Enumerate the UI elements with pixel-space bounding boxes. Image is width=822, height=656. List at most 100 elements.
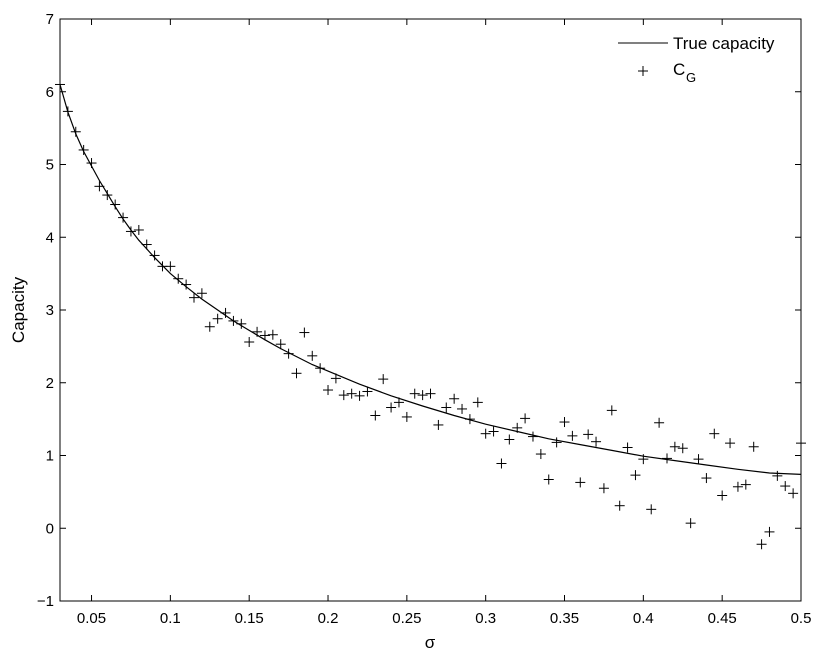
y-tick-label: 1 bbox=[46, 448, 54, 465]
cg-point bbox=[86, 158, 97, 169]
cg-point bbox=[591, 436, 602, 447]
legend-label-cg: C bbox=[673, 60, 685, 79]
cg-point bbox=[520, 413, 531, 424]
cg-point bbox=[393, 397, 404, 408]
cg-point bbox=[512, 422, 523, 433]
y-tick-label: 4 bbox=[46, 229, 54, 246]
cg-point bbox=[748, 441, 759, 452]
cg-point bbox=[654, 417, 665, 428]
cg-point bbox=[323, 385, 334, 396]
cg-point bbox=[614, 500, 625, 511]
cg-point bbox=[464, 414, 475, 425]
axis-ticks bbox=[60, 18, 802, 602]
legend-marker-sample bbox=[638, 66, 648, 76]
cg-point bbox=[740, 479, 751, 490]
cg-point bbox=[212, 313, 223, 324]
cg-point bbox=[118, 212, 129, 223]
cg-point bbox=[527, 431, 538, 442]
cg-point bbox=[433, 419, 444, 430]
cg-point bbox=[535, 449, 546, 460]
cg-point bbox=[70, 126, 81, 137]
cg-point bbox=[386, 402, 397, 413]
cg-point bbox=[220, 307, 231, 318]
cg-point bbox=[401, 411, 412, 422]
cg-point bbox=[661, 453, 672, 464]
x-axis-label: σ bbox=[425, 633, 436, 652]
cg-point bbox=[275, 339, 286, 350]
cg-point bbox=[504, 434, 515, 445]
cg-point bbox=[567, 430, 578, 441]
y-tick-label: −1 bbox=[37, 593, 54, 610]
x-tick-label: 0.1 bbox=[160, 610, 181, 627]
cg-point bbox=[496, 458, 507, 469]
cg-point bbox=[189, 292, 200, 303]
cg-point bbox=[55, 79, 65, 90]
cg-point bbox=[543, 474, 554, 485]
cg-point bbox=[725, 438, 736, 449]
y-tick-label: 6 bbox=[46, 84, 54, 101]
cg-point bbox=[606, 405, 617, 416]
legend-label-true-capacity: True capacity bbox=[673, 34, 775, 53]
x-tick-label: 0.3 bbox=[475, 610, 496, 627]
y-tick-label: 2 bbox=[46, 375, 54, 392]
cg-point bbox=[409, 388, 420, 399]
y-tick-label: 0 bbox=[46, 520, 54, 537]
y-tick-label: 5 bbox=[46, 157, 54, 174]
cg-point bbox=[315, 363, 326, 374]
cg-point bbox=[149, 250, 160, 261]
y-tick-label: 3 bbox=[46, 302, 54, 319]
cg-point bbox=[622, 442, 633, 453]
series-layer bbox=[55, 79, 806, 550]
cg-point bbox=[788, 488, 799, 499]
cg-point bbox=[78, 144, 89, 155]
cg-point bbox=[354, 390, 365, 401]
x-tick-label: 0.5 bbox=[791, 610, 812, 627]
cg-point bbox=[772, 470, 783, 481]
cg-point bbox=[669, 441, 680, 452]
cg-point bbox=[756, 539, 767, 550]
cg-point bbox=[709, 428, 720, 439]
cg-point bbox=[472, 397, 483, 408]
cg-point bbox=[125, 226, 136, 237]
x-tick-label: 0.4 bbox=[633, 610, 654, 627]
cg-point bbox=[417, 390, 428, 401]
cg-point bbox=[583, 429, 594, 440]
cg-point bbox=[181, 279, 192, 290]
cg-point bbox=[110, 199, 121, 210]
cg-point bbox=[598, 483, 609, 494]
cg-point bbox=[425, 388, 436, 399]
cg-point bbox=[173, 273, 184, 284]
cg-point bbox=[764, 526, 775, 537]
cg-point bbox=[796, 438, 806, 449]
cg-point bbox=[551, 437, 562, 448]
cg-point bbox=[638, 454, 649, 465]
cg-point bbox=[362, 386, 373, 397]
cg-point bbox=[291, 368, 302, 379]
cg-point bbox=[732, 481, 743, 492]
cg-point bbox=[559, 417, 570, 428]
x-tick-label: 0.05 bbox=[77, 610, 106, 627]
cg-point bbox=[252, 326, 263, 337]
cg-point bbox=[204, 321, 215, 332]
cg-point bbox=[330, 373, 341, 384]
cg-point bbox=[62, 106, 73, 117]
cg-point bbox=[165, 261, 176, 272]
cg-point bbox=[677, 443, 688, 454]
cg-point bbox=[94, 181, 105, 192]
cg-point bbox=[102, 190, 113, 201]
cg-point bbox=[701, 473, 712, 484]
cg-point bbox=[488, 426, 499, 437]
cg-point bbox=[693, 454, 704, 465]
y-axis-label: Capacity bbox=[9, 276, 28, 343]
cg-point bbox=[780, 481, 791, 492]
legend-label-cg-subscript: G bbox=[686, 70, 696, 85]
cg-point bbox=[346, 388, 357, 399]
cg-point bbox=[630, 470, 641, 481]
cg-point bbox=[441, 402, 452, 413]
cg-point bbox=[575, 477, 586, 488]
cg-point bbox=[141, 239, 152, 250]
cg-point bbox=[228, 315, 239, 326]
cg-point bbox=[267, 329, 278, 340]
x-tick-labels: 0.05 0.1 0.15 0.2 0.25 0.3 0.35 0.4 0.45 0.5 bbox=[77, 610, 811, 627]
